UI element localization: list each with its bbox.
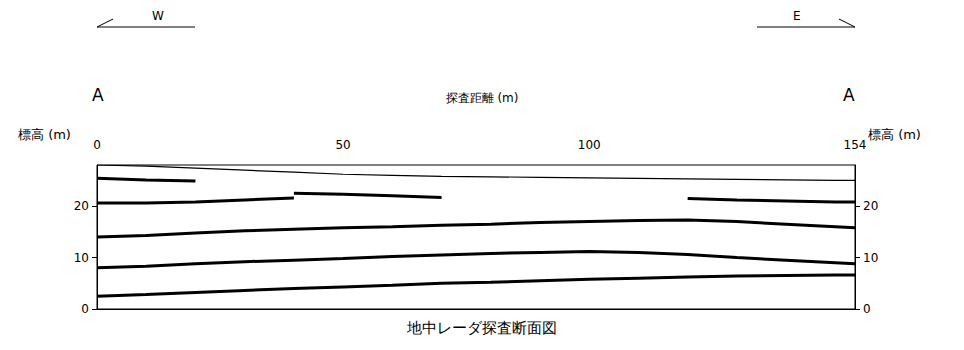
svg-text:154: 154 <box>844 138 867 152</box>
svg-text:E: E <box>793 9 801 23</box>
svg-text:標高 (m): 標高 (m) <box>868 127 921 142</box>
svg-text:0: 0 <box>81 302 89 316</box>
svg-text:地中レーダ探査断面図: 地中レーダ探査断面図 <box>406 319 557 337</box>
svg-text:探査距離 (m): 探査距離 (m) <box>446 91 519 105</box>
svg-text:A: A <box>843 85 855 105</box>
svg-text:20: 20 <box>74 199 89 213</box>
svg-text:A: A <box>92 85 104 105</box>
svg-text:20: 20 <box>863 199 878 213</box>
svg-text:W: W <box>152 9 164 23</box>
svg-text:10: 10 <box>74 251 89 265</box>
svg-text:0: 0 <box>93 138 101 152</box>
svg-text:0: 0 <box>863 302 871 316</box>
svg-text:100: 100 <box>578 138 601 152</box>
svg-text:50: 50 <box>335 138 350 152</box>
svg-text:標高 (m): 標高 (m) <box>18 127 71 142</box>
svg-text:10: 10 <box>863 251 878 265</box>
